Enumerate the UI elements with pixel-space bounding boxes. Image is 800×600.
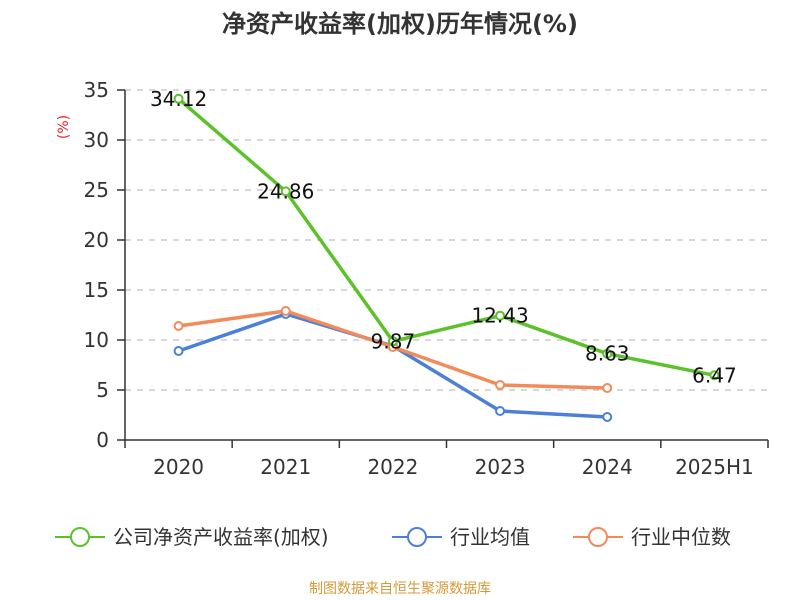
series-0-point-2025H1 — [709, 370, 720, 381]
y-tick-label-35: 35 — [84, 78, 109, 102]
data-source-note: 制图数据来自恒生聚源数据库 — [309, 581, 491, 597]
legend: 公司净资产收益率(加权) 行业均值 行业中位数 — [55, 525, 731, 549]
series-1-point-2023 — [495, 406, 506, 416]
y-tick-label-15: 15 — [84, 278, 109, 302]
legend-marker-1 — [407, 527, 427, 547]
series-2-point-2021 — [280, 306, 291, 316]
series-0-point-2024 — [602, 348, 613, 359]
axes: 0 5 10 15 20 25 30 35 2020 2021 2022 2023 2024 2025H1 — [84, 78, 769, 479]
data-label-2022: 9.87 — [371, 329, 416, 353]
data-labels: 34.12 24.86 9.87 12.43 8.63 6.47 — [150, 87, 737, 387]
series-0-point-2023 — [495, 310, 506, 321]
x-tick-label-2023: 2023 — [475, 455, 526, 479]
x-tick-label-2025H1: 2025H1 — [675, 455, 754, 479]
x-tick-label-2021: 2021 — [260, 455, 311, 479]
series-line-0 — [177, 97, 715, 378]
series-0-point-2021 — [280, 186, 291, 197]
x-tick-label-2022: 2022 — [367, 455, 418, 479]
legend-label-1: 行业均值 — [450, 525, 530, 549]
y-tick-label-30: 30 — [84, 128, 109, 152]
series-2-point-2024 — [602, 383, 613, 393]
series-2-point-2023 — [495, 380, 506, 390]
y-tick-label-25: 25 — [84, 178, 109, 202]
legend-label-2: 行业中位数 — [631, 525, 731, 549]
data-label-2023: 12.43 — [471, 304, 528, 328]
data-label-2024: 8.63 — [585, 342, 630, 366]
series-lines — [173, 93, 720, 422]
legend-label-0: 公司净资产收益率(加权) — [113, 525, 329, 549]
data-label-2021: 24.86 — [257, 179, 314, 203]
y-tick-label-0: 0 — [96, 428, 109, 452]
series-0-point-2020 — [173, 93, 184, 104]
x-tick-label-2020: 2020 — [153, 455, 204, 479]
data-label-2025H1: 6.47 — [692, 363, 737, 387]
series-0-point-2022 — [387, 336, 398, 347]
x-tick-label-2024: 2024 — [582, 455, 633, 479]
legend-marker-2 — [588, 527, 608, 547]
y-tick-label-10: 10 — [84, 328, 109, 352]
y-tick-label-20: 20 — [84, 228, 109, 252]
data-label-2020: 34.12 — [150, 87, 207, 111]
chart-title: 净资产收益率(加权)历年情况(%) — [222, 10, 578, 38]
series-1-point-2020 — [173, 346, 184, 356]
y-axis-unit-label: (%) — [56, 115, 72, 139]
series-1-point-2024 — [602, 412, 613, 422]
series-2-point-2020 — [173, 321, 184, 331]
legend-marker-0 — [70, 527, 90, 547]
y-tick-label-5: 5 — [96, 378, 109, 402]
